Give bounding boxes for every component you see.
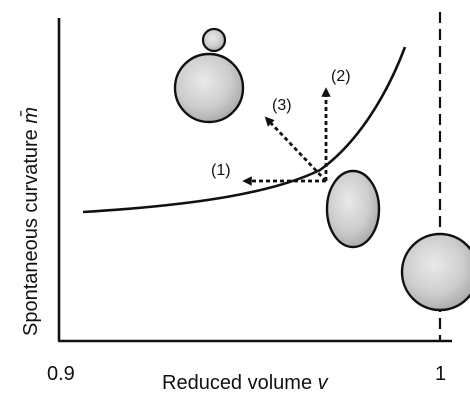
transition-curve xyxy=(82,46,407,214)
arrow-path-3 xyxy=(264,116,328,182)
x-axis-title-text: Reduced volume xyxy=(162,372,318,390)
spherical-vesicle xyxy=(400,232,470,312)
y-axis-title: Spontaneous curvature m̄ xyxy=(19,107,42,336)
x-axis-symbol: v xyxy=(318,372,329,390)
y-axis-symbol: m̄ xyxy=(19,107,42,124)
x-tick-1: 1 xyxy=(435,363,446,385)
y-axis-title-text: Spontaneous curvature xyxy=(20,124,42,336)
path-label-1: (1) xyxy=(211,162,231,179)
x-tick-0-9: 0.9 xyxy=(47,363,75,385)
budded-vesicle xyxy=(173,27,245,124)
path-label-2: (2) xyxy=(331,68,351,85)
prolate-vesicle xyxy=(325,169,381,249)
path-label-3: (3) xyxy=(272,97,292,114)
x-axis-title: Reduced volume v xyxy=(162,372,329,390)
